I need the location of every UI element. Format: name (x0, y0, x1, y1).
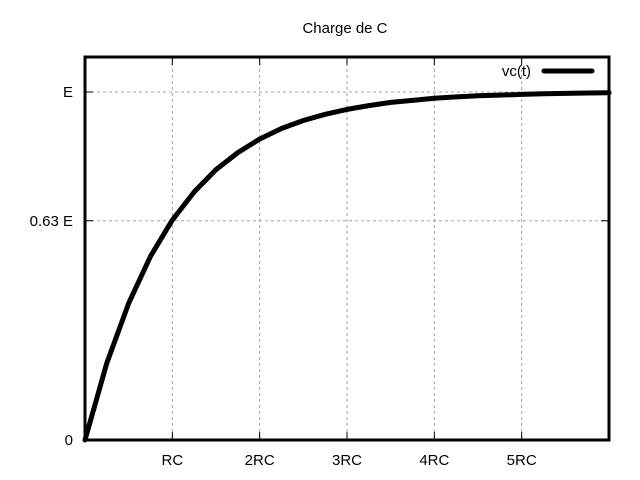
y-tick-label: 0.63 E (30, 213, 73, 230)
x-tick-label: 2RC (245, 452, 275, 469)
x-tick-label: 4RC (419, 452, 449, 469)
y-tick-label: E (63, 84, 73, 101)
plot-frame (83, 55, 611, 442)
chart-title: Charge de C (302, 20, 387, 37)
x-tick-label: 3RC (332, 452, 362, 469)
x-tick-label: RC (161, 452, 183, 469)
y-tick-label: 0 (65, 432, 73, 449)
axis-ticks: RC 2RC 3RC 4RC 5RC 0 0.63 E E (30, 57, 609, 469)
legend: vc(t) (502, 63, 595, 80)
grid (85, 57, 609, 440)
legend-label: vc(t) (502, 63, 531, 80)
x-tick-label: 5RC (507, 452, 537, 469)
series-line-vc (82, 90, 612, 443)
series-layer (82, 90, 612, 443)
